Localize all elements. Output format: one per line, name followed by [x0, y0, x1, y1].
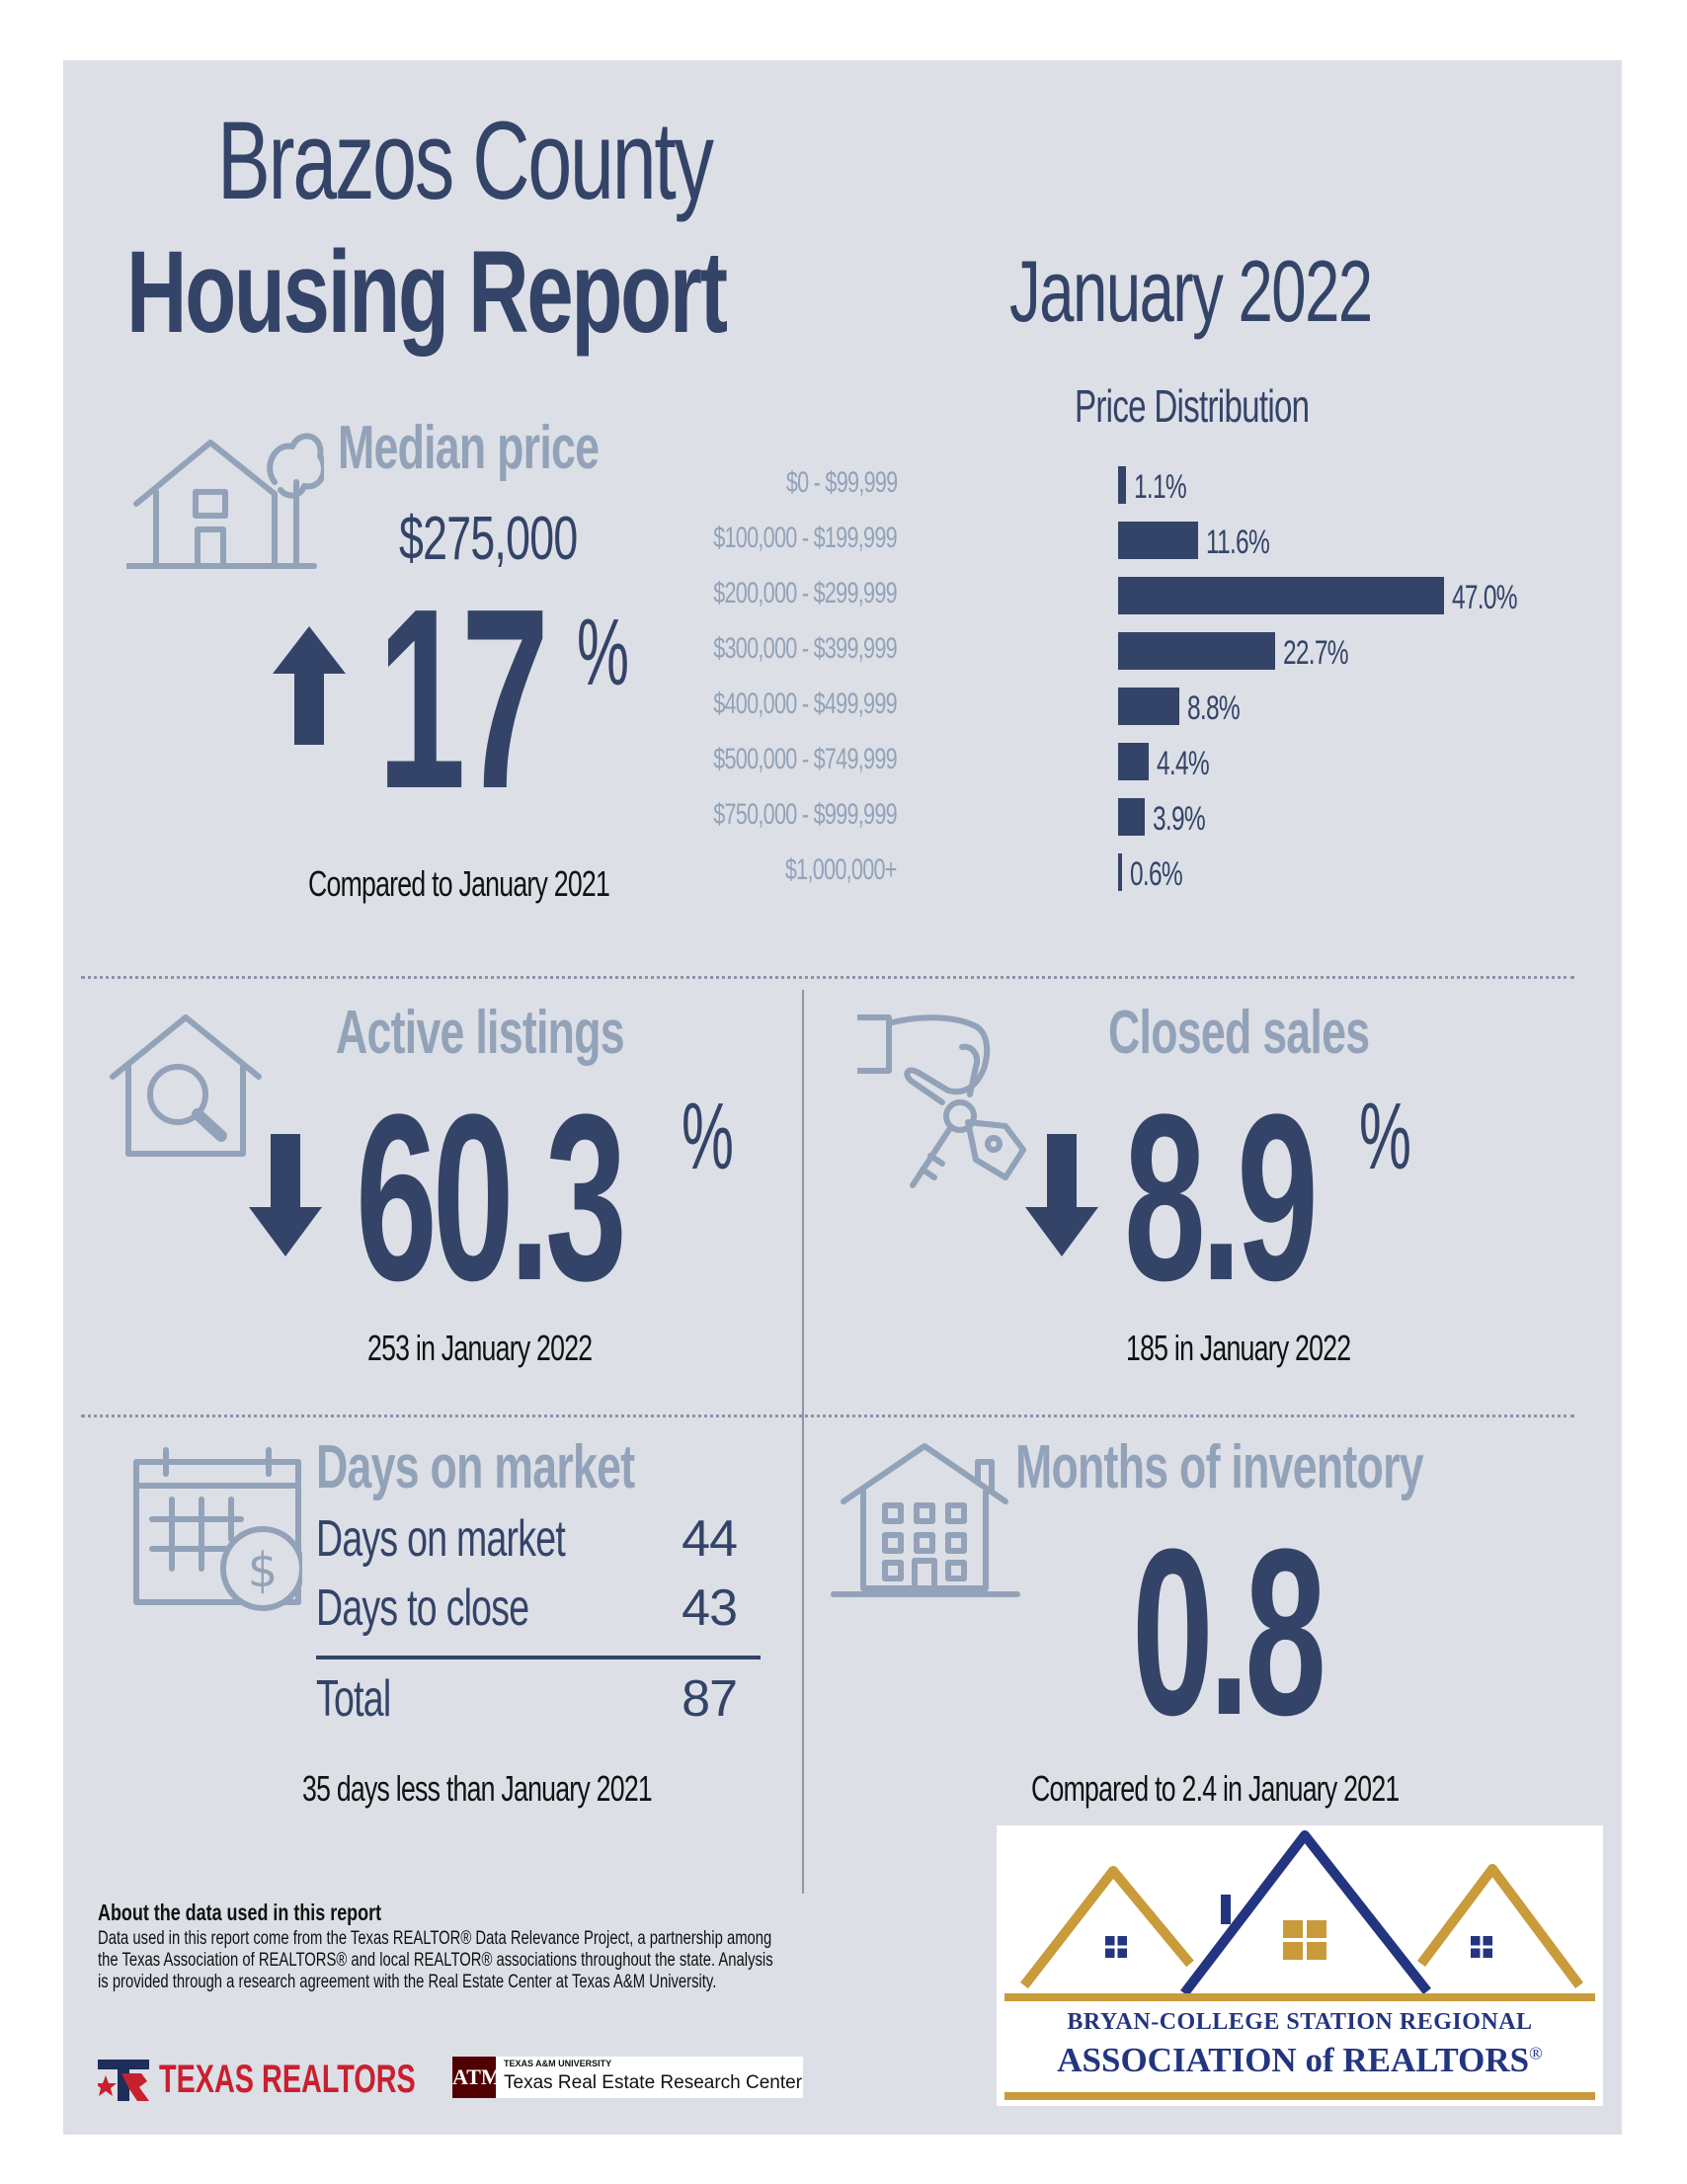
- report-panel: [63, 60, 1622, 2135]
- price-bracket-label: $300,000 - $399,999: [713, 632, 897, 665]
- price-bracket-label: $400,000 - $499,999: [713, 688, 897, 720]
- table-total-row: Total 87: [316, 1669, 761, 1739]
- closed-sales-change-unit: %: [1359, 1084, 1411, 1189]
- bcs-association-logo: BRYAN-COLLEGE STATION REGIONAL ASSOCIATI…: [997, 1825, 1603, 2106]
- about-title: About the data used in this report: [98, 1900, 382, 1925]
- tamu-center-label: Texas Real Estate Research Center: [504, 2072, 803, 2093]
- price-distribution-value-label: 47.0%: [1452, 579, 1518, 616]
- arrow-down-icon: [1025, 1134, 1098, 1256]
- association-name-line1: BRYAN-COLLEGE STATION REGIONAL: [1067, 2009, 1533, 2035]
- active-listings-caption: 253 in January 2022: [367, 1328, 593, 1368]
- closed-sales-caption: 185 in January 2022: [1126, 1328, 1351, 1368]
- dom-row-label: Days to close: [316, 1579, 529, 1637]
- arrow-up-icon: [273, 626, 346, 745]
- price-distribution-row: $1,000,000+ 0.6%: [785, 853, 1600, 893]
- price-distribution-value-label: 0.6%: [1130, 855, 1183, 893]
- price-distribution-bar: [1118, 853, 1122, 891]
- months-inventory-caption: Compared to 2.4 in January 2021: [1031, 1768, 1400, 1809]
- price-distribution-value-label: 11.6%: [1206, 524, 1270, 561]
- price-distribution-bar: [1118, 632, 1275, 670]
- price-bracket-label: $200,000 - $299,999: [713, 577, 897, 609]
- table-row: Days on market 44: [316, 1509, 761, 1578]
- dom-total-value: 87: [682, 1670, 738, 1728]
- price-bracket-label: $1,000,000+: [785, 853, 898, 886]
- price-distribution-row: $0 - $99,999 1.1%: [785, 466, 1600, 506]
- price-distribution-bar: [1118, 798, 1145, 836]
- dom-row-value: 43: [682, 1579, 738, 1637]
- dom-row-label: Days on market: [316, 1510, 566, 1568]
- report-title-line1: Brazos County: [217, 99, 714, 222]
- closed-sales-heading: Closed sales: [1108, 999, 1370, 1067]
- price-distribution-row: $750,000 - $999,999 3.9%: [713, 798, 1600, 838]
- price-bracket-label: $750,000 - $999,999: [713, 798, 897, 831]
- price-distribution-row: $400,000 - $499,999 8.8%: [713, 688, 1600, 727]
- price-distribution-row: $100,000 - $199,999 11.6%: [713, 522, 1600, 561]
- days-on-market-table: Days on market 44 Days to close 43 Total…: [316, 1509, 761, 1739]
- closed-sales-change: 8.9: [1124, 1065, 1319, 1330]
- dom-row-value: 44: [682, 1510, 738, 1568]
- apartment-building-icon: [831, 1443, 1020, 1597]
- median-price-heading: Median price: [338, 414, 600, 482]
- price-distribution-row: $300,000 - $399,999 22.7%: [713, 632, 1600, 672]
- calendar-dollar-icon: $: [133, 1447, 302, 1611]
- active-listings-change: 60.3: [356, 1065, 627, 1330]
- house-magnifier-icon: [110, 1014, 262, 1157]
- price-bracket-label: $500,000 - $749,999: [713, 743, 897, 775]
- table-row: Days to close 43: [316, 1578, 761, 1648]
- arrow-down-icon: [249, 1134, 322, 1256]
- price-distribution-value-label: 3.9%: [1153, 800, 1206, 838]
- association-name-line2: ASSOCIATION of REALTORS®: [1057, 2041, 1543, 2079]
- report-period: January 2022: [1009, 242, 1373, 340]
- rooftops-icon: [1020, 1830, 1584, 1993]
- registered-mark: ®: [1529, 2043, 1543, 2063]
- median-price-change-unit: %: [577, 600, 629, 705]
- logo-gold-bar-bottom: [1004, 2092, 1595, 2100]
- dom-total-label: Total: [316, 1670, 391, 1728]
- tamu-mark-icon: ATM: [452, 2057, 502, 2098]
- tamu-university-label: TEXAS A&M UNIVERSITY: [504, 2059, 612, 2068]
- hand-holding-keys-icon: [857, 1014, 1026, 1188]
- days-on-market-caption: 35 days less than January 2021: [302, 1768, 653, 1809]
- months-inventory-heading: Months of inventory: [1015, 1433, 1424, 1501]
- texas-realtors-logo: TEXAS REALTORS: [95, 2058, 516, 2102]
- active-listings-change-unit: %: [682, 1084, 734, 1189]
- divider-top: [81, 976, 1574, 979]
- price-distribution-value-label: 4.4%: [1157, 745, 1210, 782]
- price-distribution-bar: [1118, 688, 1179, 725]
- tamu-research-center-logo: ATM TEXAS A&M UNIVERSITY Texas Real Esta…: [452, 2057, 803, 2098]
- price-distribution-title: Price Distribution: [1075, 380, 1310, 432]
- days-on-market-heading: Days on market: [316, 1433, 635, 1501]
- price-distribution-value-label: 1.1%: [1134, 468, 1187, 506]
- price-distribution-value-label: 8.8%: [1187, 689, 1241, 727]
- table-divider: [316, 1656, 761, 1659]
- report-title-line2: Housing Report: [126, 227, 728, 358]
- texas-realtors-mark-icon: [95, 2059, 149, 2101]
- house-with-tree-icon: [126, 433, 324, 569]
- about-text: Data used in this report come from the T…: [98, 1928, 773, 1992]
- price-distribution-value-label: 22.7%: [1283, 634, 1349, 672]
- price-distribution-bar: [1118, 522, 1198, 559]
- median-price-comparison: Compared to January 2021: [308, 863, 610, 904]
- months-inventory-value: 0.8: [1132, 1499, 1326, 1764]
- texas-realtors-wordmark: TEXAS REALTORS: [159, 2058, 417, 2101]
- divider-vertical: [802, 990, 804, 1894]
- price-distribution-row: $500,000 - $749,999 4.4%: [713, 743, 1600, 782]
- price-bracket-label: $100,000 - $199,999: [713, 522, 897, 554]
- divider-middle: [81, 1415, 1574, 1417]
- price-distribution-row: $200,000 - $299,999 47.0%: [713, 577, 1600, 616]
- price-bracket-label: $0 - $99,999: [785, 466, 897, 499]
- price-distribution-bar: [1118, 577, 1444, 614]
- price-distribution-bar: [1118, 466, 1126, 504]
- logo-gold-bar-top: [1004, 1993, 1595, 2001]
- median-price-change: 17: [377, 556, 549, 843]
- active-listings-heading: Active listings: [336, 999, 625, 1067]
- median-price-value: $275,000: [399, 505, 578, 573]
- svg-text:$: $: [248, 1543, 279, 1598]
- price-distribution-bar: [1118, 743, 1149, 780]
